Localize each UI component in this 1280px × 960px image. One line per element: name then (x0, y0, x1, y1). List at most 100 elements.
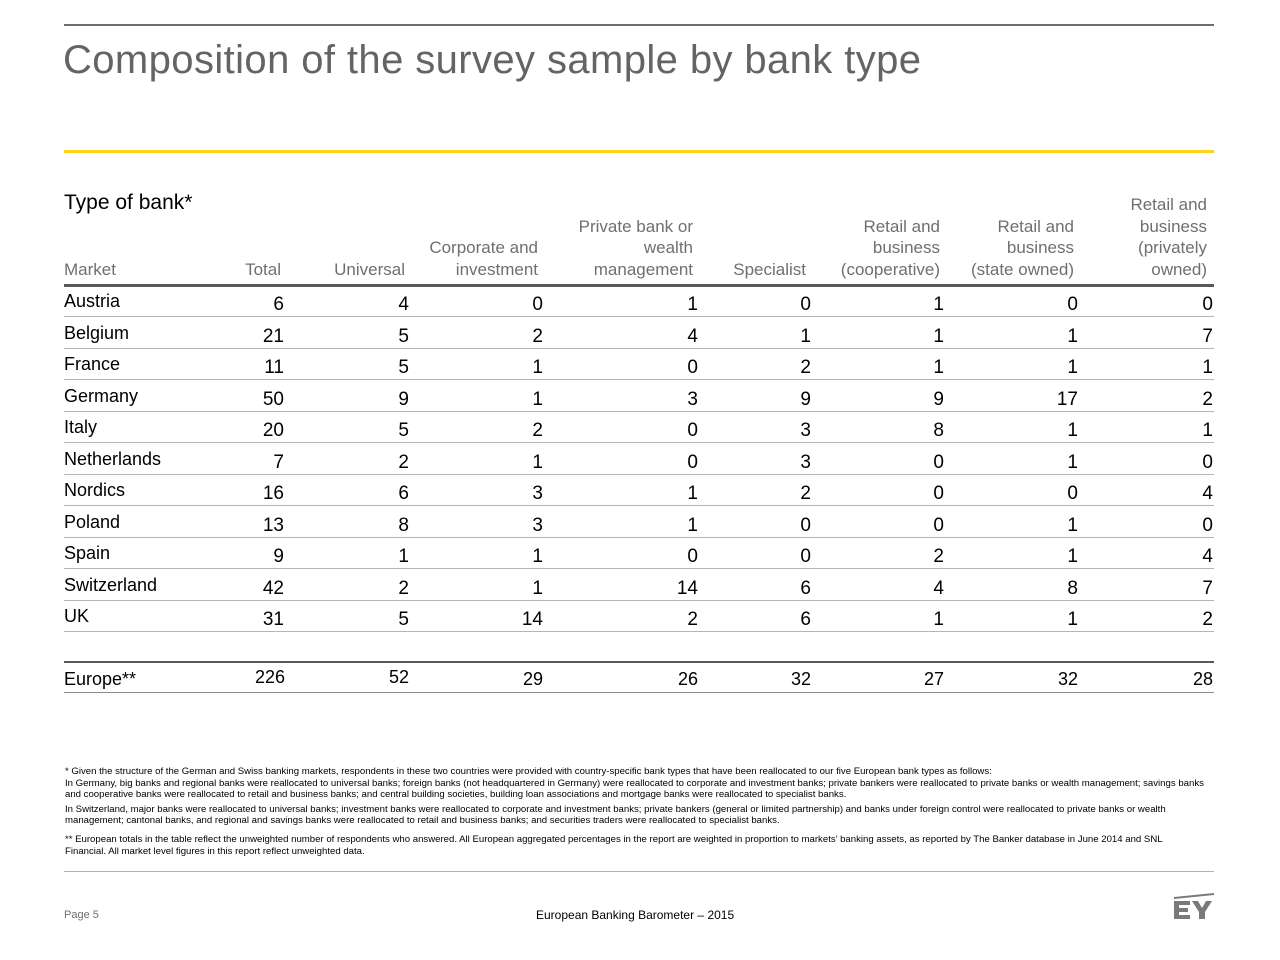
table-cell: 1 (1202, 357, 1213, 378)
table-cell: 0 (800, 514, 811, 536)
table-cell: 9 (800, 388, 811, 410)
column-header: Retail and business (privately owned) (1130, 195, 1207, 279)
row-divider (64, 347, 1214, 349)
table-cell: 3 (800, 451, 811, 473)
table-cell: 1 (1067, 546, 1078, 567)
table-cell: 4 (398, 294, 409, 315)
table-cell: 1 (532, 546, 543, 567)
column-header: Retail and business (cooperative) (840, 216, 940, 279)
table-cell: 0 (532, 294, 543, 315)
row-divider (64, 568, 1214, 569)
column-header: Total (245, 259, 281, 279)
table-cell: 8 (933, 420, 944, 441)
table-cell: 3 (800, 420, 811, 441)
market-name: Austria (64, 291, 121, 311)
page-title: Composition of the survey sample by bank… (63, 38, 922, 82)
table-cell: 4 (687, 325, 698, 347)
row-divider (64, 631, 1214, 632)
table-cell: 0 (800, 546, 811, 567)
market-name: France (64, 354, 121, 374)
table-cell: 2 (532, 420, 543, 441)
table-cell: 6 (398, 483, 409, 504)
table-cell: 4 (1202, 483, 1213, 504)
table-cell: 1 (1067, 514, 1078, 536)
table-cell: 6 (800, 609, 811, 630)
ey-logo (1174, 893, 1214, 919)
column-header: Private bank or wealth management (578, 216, 693, 279)
table-cell: 14 (676, 577, 698, 599)
table-cell: 1 (687, 514, 698, 536)
table-cell: 13 (262, 514, 284, 536)
table-cell: 11 (264, 357, 284, 378)
table-cell: 1 (687, 483, 698, 504)
title-underline (64, 150, 1214, 153)
table-cell: 1 (933, 609, 944, 630)
table-cell: 1 (532, 577, 543, 599)
table-cell: 5 (398, 357, 409, 378)
row-divider (64, 599, 1214, 601)
market-name: Nordics (64, 480, 126, 500)
table-cell: 21 (262, 325, 284, 347)
table-cell: 2 (800, 357, 811, 378)
table-cell: 4 (933, 577, 944, 599)
table-cell: 0 (933, 451, 944, 473)
column-header: Retail and business (state owned) (971, 216, 1074, 279)
table-cell: 2 (532, 325, 543, 347)
table-cell: 1 (1067, 325, 1078, 347)
table-cell: 7 (1202, 577, 1213, 599)
europe-total-cell: 226 (254, 667, 285, 687)
europe-total-cell: 28 (1192, 669, 1213, 689)
europe-total-cell: 52 (388, 667, 409, 687)
market-name: Germany (64, 385, 139, 406)
row-divider (64, 442, 1214, 443)
market-name: Italy (64, 417, 98, 437)
table-cell: 9 (398, 388, 409, 410)
row-divider (64, 505, 1214, 506)
table-cell: 5 (398, 325, 409, 347)
table-cell: 1 (1067, 609, 1078, 630)
top-rule (64, 24, 1214, 26)
table-cell: 3 (532, 483, 543, 504)
table-cell: 0 (933, 514, 944, 536)
table-cell: 3 (687, 388, 698, 410)
table-cell: 2 (800, 483, 811, 504)
table-cell: 1 (933, 357, 944, 378)
europe-total-cell: 26 (677, 669, 698, 689)
table-cell: 7 (273, 451, 284, 473)
row-divider (64, 410, 1214, 412)
table-cell: 6 (273, 294, 284, 315)
market-name: Belgium (64, 322, 130, 343)
table-cell: 0 (1202, 514, 1213, 536)
table-cell: 2 (933, 546, 944, 567)
table-cell: 50 (262, 388, 284, 410)
table-cell: 9 (273, 546, 284, 567)
table-cell: 16 (262, 483, 284, 504)
report-title: European Banking Barometer – 2015 (536, 908, 735, 922)
table-cell: 1 (398, 546, 409, 567)
europe-total-cell: 27 (923, 669, 944, 689)
table-cell: 0 (687, 451, 698, 473)
table-cell: 5 (398, 420, 409, 441)
table-cell: 5 (398, 609, 409, 630)
row-divider (64, 473, 1214, 475)
europe-rule-top (64, 661, 1214, 663)
market-name: Switzerland (64, 574, 158, 595)
table-cell: 0 (687, 420, 698, 441)
table-cell: 42 (262, 577, 284, 599)
column-header: Corporate and investment (429, 238, 538, 279)
table-cell: 14 (521, 609, 543, 630)
row-divider (64, 316, 1214, 317)
table-cell: 0 (687, 546, 698, 567)
table-cell: 3 (532, 514, 543, 536)
table-cell: 1 (800, 325, 811, 347)
column-header: Universal (334, 259, 405, 279)
header-rule (64, 284, 1214, 287)
footnotes: * Given the structure of the German and … (65, 766, 1205, 860)
table-cell: 31 (262, 609, 284, 630)
table-cell: 1 (933, 294, 944, 315)
table-cell: 1 (933, 325, 944, 347)
table-cell: 1 (532, 357, 543, 378)
table-cell: 2 (1202, 609, 1213, 630)
market-name: UK (64, 606, 90, 626)
table-cell: 1 (1067, 451, 1078, 473)
